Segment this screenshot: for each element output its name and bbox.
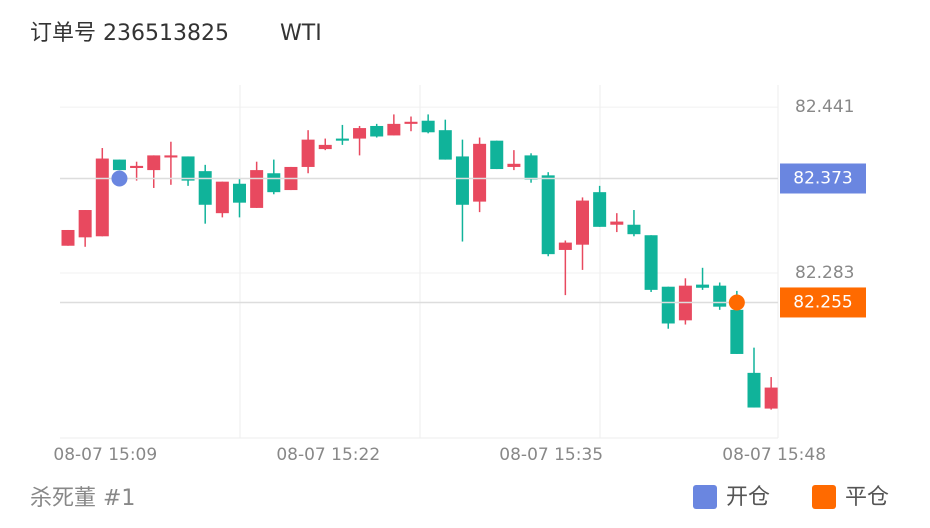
candle-body <box>524 155 538 180</box>
x-tick-label: 08-07 15:48 <box>722 445 826 465</box>
candle-body <box>130 165 144 168</box>
price-tag-label: 82.373 <box>793 169 852 189</box>
candle-body <box>61 229 75 246</box>
candle-body <box>387 123 401 136</box>
y-tick-label: 82.441 <box>795 97 854 117</box>
candle-body <box>490 140 504 170</box>
candle-body <box>318 144 332 150</box>
candle-body <box>404 121 418 124</box>
candle-body <box>198 171 212 205</box>
candle-body <box>576 200 589 245</box>
chart-title: 订单号 236513825 <box>30 21 229 46</box>
candle-body <box>610 221 624 225</box>
candle-body <box>78 210 92 238</box>
candle-body <box>455 156 469 205</box>
candle-body <box>181 156 195 181</box>
candle-body <box>541 175 555 255</box>
price-tag <box>780 287 866 318</box>
candle-body <box>764 387 778 409</box>
price-tag <box>780 163 866 194</box>
candle-body <box>250 170 264 208</box>
candle-body <box>233 183 246 203</box>
candle-body <box>301 139 315 167</box>
candle-body <box>747 372 761 408</box>
candle-body <box>558 242 572 250</box>
y-tick-label: 82.283 <box>795 263 854 283</box>
candle-body <box>438 130 452 160</box>
candle-body <box>335 138 349 141</box>
candle-body <box>267 173 281 193</box>
x-tick-label: 08-07 15:09 <box>53 445 157 465</box>
candle-body <box>147 155 161 171</box>
candle-body <box>627 224 641 235</box>
candle-body <box>696 284 710 288</box>
candle-body <box>473 143 487 202</box>
candle-body <box>644 235 658 290</box>
candle-body <box>713 285 727 307</box>
candle-body <box>353 128 367 139</box>
price-tag-label: 82.255 <box>793 292 852 312</box>
symbol: WTI <box>280 21 322 46</box>
candle-body <box>507 163 521 167</box>
candle-body <box>370 125 384 137</box>
x-tick-label: 08-07 15:35 <box>499 445 603 465</box>
candle-body <box>593 192 607 227</box>
legend-swatch <box>812 485 836 509</box>
candle-body <box>421 120 435 133</box>
candle-body <box>730 309 744 354</box>
candle-body <box>215 181 229 214</box>
layout-grid <box>60 85 779 439</box>
candle-body <box>95 158 109 237</box>
legend-swatch <box>693 485 717 509</box>
marker-dot <box>728 294 745 311</box>
legend-label: 平仓 <box>845 485 889 510</box>
subtitle: 杀死董 #1 <box>30 486 135 511</box>
legend-label: 开仓 <box>726 485 770 510</box>
x-tick-label: 08-07 15:22 <box>276 445 380 465</box>
candle-body <box>112 159 126 171</box>
candle-body <box>661 286 675 324</box>
marker-dot <box>111 170 128 187</box>
candle-body <box>164 155 178 158</box>
